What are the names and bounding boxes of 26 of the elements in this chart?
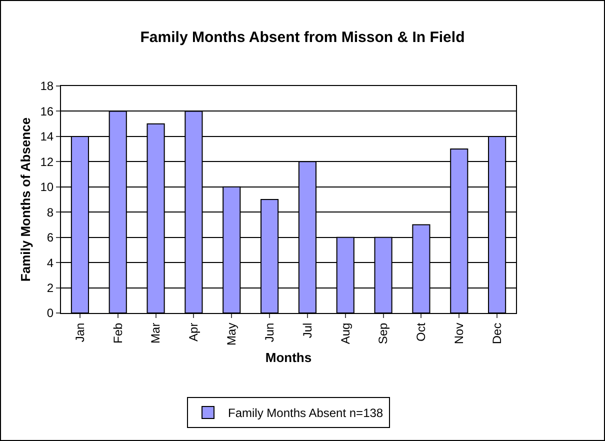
- x-tick-label: Jan: [72, 322, 87, 342]
- x-tick-label: Feb: [110, 322, 125, 344]
- x-tick-label: Apr: [186, 322, 201, 342]
- y-tick-label: 16: [40, 104, 54, 118]
- y-tick-label: 4: [46, 256, 54, 270]
- y-axis-title: Family Months of Absence: [18, 117, 34, 282]
- x-tick-label: Jun: [262, 322, 276, 342]
- chart-title: Family Months Absent from Misson & In Field: [140, 29, 465, 46]
- x-tick-label: Jul: [300, 322, 314, 338]
- y-tick-label: 14: [40, 130, 54, 144]
- y-tick-label: 0: [46, 306, 54, 320]
- x-tick-label: Aug: [338, 322, 352, 344]
- x-tick-label: Mar: [148, 322, 163, 344]
- x-tick-label: Nov: [452, 322, 466, 344]
- y-tick-label: 18: [40, 79, 54, 94]
- legend-label: Family Months Absent n=138: [228, 406, 384, 420]
- y-tick-label: 6: [46, 230, 54, 245]
- x-axis-title: Months: [265, 350, 312, 366]
- x-tick-label: Dec: [490, 322, 504, 344]
- x-tick-label: Sep: [376, 322, 390, 344]
- x-tick-label: May: [224, 322, 239, 346]
- x-tick-label: Oct: [414, 322, 428, 342]
- y-tick-label: 2: [46, 280, 54, 295]
- y-tick-label: 12: [40, 154, 54, 169]
- y-tick-label: 8: [46, 205, 54, 220]
- y-tick-label: 10: [40, 180, 54, 194]
